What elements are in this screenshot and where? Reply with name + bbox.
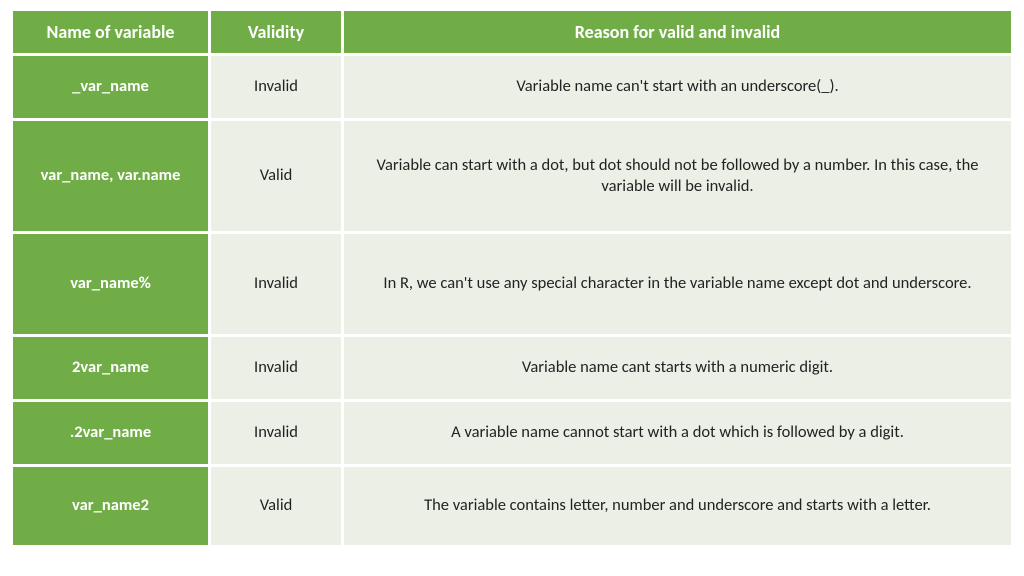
validity-cell: Invalid	[211, 337, 341, 399]
table-row: .2var_name Invalid A variable name canno…	[13, 402, 1011, 464]
col-header-validity: Validity	[211, 11, 341, 53]
reason-cell: The variable contains letter, number and…	[344, 467, 1011, 545]
variable-name-cell: var_name%	[13, 234, 208, 334]
reason-cell: Variable name cant starts with a numeric…	[344, 337, 1011, 399]
validity-cell: Invalid	[211, 56, 341, 118]
reason-cell: In R, we can't use any special character…	[344, 234, 1011, 334]
variable-name-cell: var_name, var.name	[13, 121, 208, 231]
col-header-name: Name of variable	[13, 11, 208, 53]
reason-cell: Variable name can't start with an unders…	[344, 56, 1011, 118]
validity-cell: Invalid	[211, 402, 341, 464]
variable-name-cell: var_name2	[13, 467, 208, 545]
table-row: var_name2 Valid The variable contains le…	[13, 467, 1011, 545]
table-row: var_name, var.name Valid Variable can st…	[13, 121, 1011, 231]
table-row: _var_name Invalid Variable name can't st…	[13, 56, 1011, 118]
validity-table: Name of variable Validity Reason for val…	[10, 8, 1014, 548]
validity-cell: Invalid	[211, 234, 341, 334]
variable-name-cell: 2var_name	[13, 337, 208, 399]
validity-cell: Valid	[211, 467, 341, 545]
table-row: var_name% Invalid In R, we can't use any…	[13, 234, 1011, 334]
col-header-reason: Reason for valid and invalid	[344, 11, 1011, 53]
validity-cell: Valid	[211, 121, 341, 231]
variable-name-cell: _var_name	[13, 56, 208, 118]
table-row: 2var_name Invalid Variable name cant sta…	[13, 337, 1011, 399]
variable-name-cell: .2var_name	[13, 402, 208, 464]
reason-cell: A variable name cannot start with a dot …	[344, 402, 1011, 464]
header-row: Name of variable Validity Reason for val…	[13, 11, 1011, 53]
reason-cell: Variable can start with a dot, but dot s…	[344, 121, 1011, 231]
